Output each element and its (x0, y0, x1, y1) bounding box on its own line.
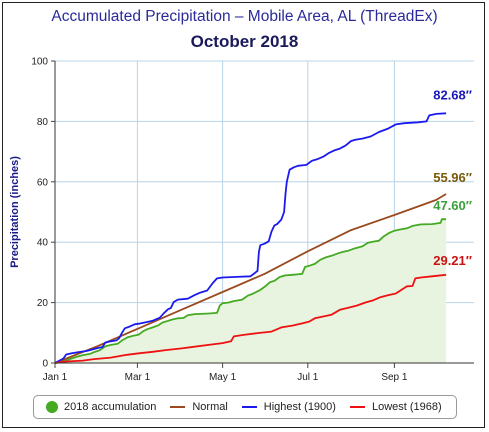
x-tick-label: Jan 1 (43, 372, 68, 383)
x-tick-label: May 1 (209, 372, 237, 383)
legend-label: Highest (1900) (263, 401, 336, 413)
legend-line-swatch (170, 406, 186, 408)
x-tick-label: Sep 1 (381, 372, 408, 383)
series-lines (54, 112, 447, 364)
series-line (54, 273, 447, 364)
x-tick-label: Mar 1 (125, 372, 151, 383)
y-axis-label: Precipitation (inches) (9, 156, 21, 268)
series-line (54, 112, 447, 364)
y-tick-label: 40 (37, 238, 49, 249)
end-labels: 47.60″ 55.96″ 82.68″ 29.21″ (433, 87, 472, 267)
chart-title: Accumulated Precipitation – Mobile Area,… (51, 8, 438, 25)
series-end-label: 47.60″ (433, 198, 472, 213)
fills (55, 219, 447, 363)
series-end-label: 82.68″ (433, 87, 472, 102)
series-line (54, 218, 447, 364)
y-tick-label: 60 (37, 177, 49, 188)
legend: 2018 accumulation Normal Highest (1900) Low… (33, 395, 457, 419)
axis-ticks: 0 20 40 60 80 100 Jan 1 Mar 1 May 1 Jul 1 Sep 1 (31, 57, 408, 384)
legend-line-swatch (349, 406, 365, 408)
series-end-label: 29.21″ (433, 253, 472, 268)
series-fill (55, 219, 447, 363)
legend-line-swatch (241, 406, 257, 408)
legend-item: Normal (170, 401, 228, 413)
legend-label: Lowest (1968) (371, 401, 442, 413)
y-tick-label: 80 (37, 117, 49, 128)
series-line (54, 193, 447, 364)
legend-item: Lowest (1968) (349, 401, 442, 413)
y-tick-label: 100 (31, 57, 48, 68)
chart-subtitle: October 2018 (190, 32, 299, 51)
legend-label: Normal (192, 401, 228, 413)
legend-item: 2018 accumulation (46, 401, 156, 413)
x-tick-label: Jul 1 (297, 372, 319, 383)
series-end-label: 55.96″ (433, 170, 472, 185)
legend-dot-swatch (46, 401, 58, 413)
y-tick-label: 20 (37, 298, 49, 309)
legend-item: Highest (1900) (241, 401, 336, 413)
y-tick-label: 0 (42, 359, 48, 370)
axes (51, 60, 474, 368)
legend-label: 2018 accumulation (64, 401, 157, 413)
